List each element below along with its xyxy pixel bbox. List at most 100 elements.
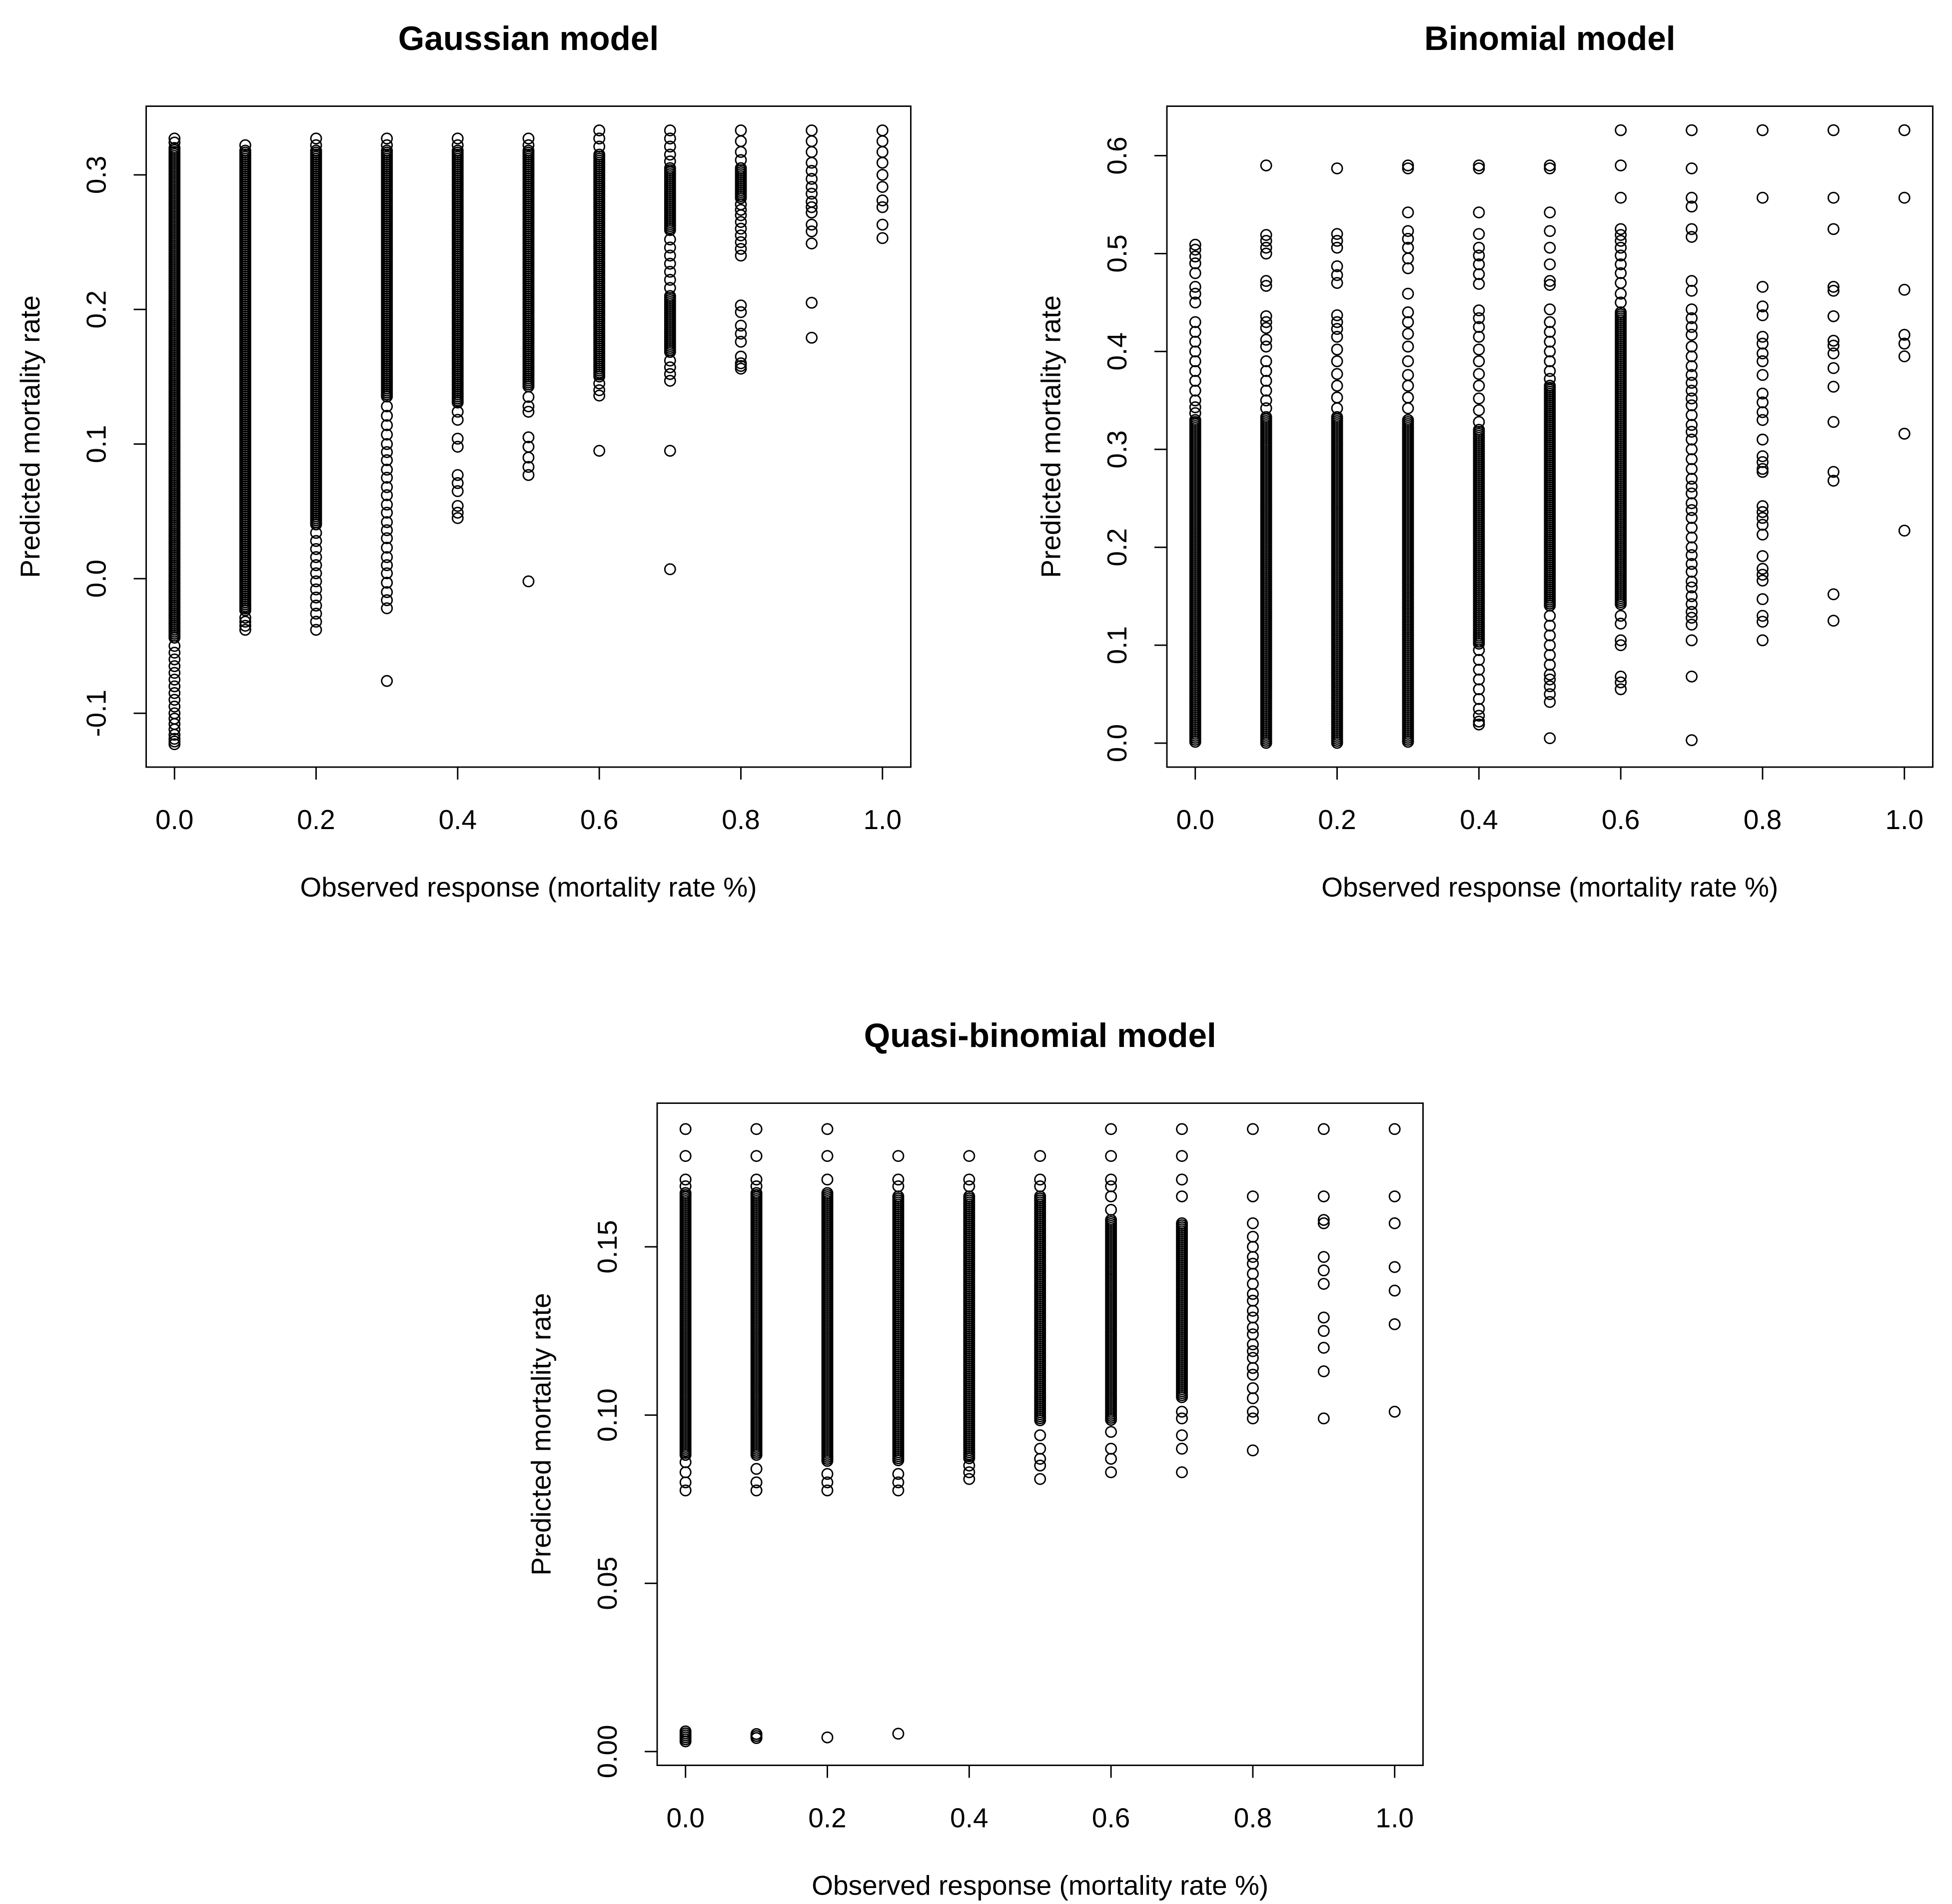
data-point [806,225,818,237]
data-point [1544,316,1556,328]
data-point [1189,326,1201,338]
data-point [1189,335,1201,348]
data-point [1473,715,1485,728]
data-point [1615,277,1627,289]
data-point [451,500,464,512]
data-point [310,616,322,628]
data-point [1176,1443,1188,1455]
data-point [1331,277,1343,289]
data-point [1757,500,1769,512]
data-point [1544,696,1556,708]
data-point [451,469,464,481]
data-point [1686,443,1698,456]
data-point [1331,355,1343,367]
data-point [1757,569,1769,581]
data-point [1686,312,1698,324]
data-point [963,1173,976,1186]
data-point [1686,566,1698,578]
data-point [1757,124,1769,136]
data-point [735,146,747,158]
data-points [168,124,889,751]
data-point [664,148,676,161]
data-point [239,604,251,617]
data-points [1189,124,1911,749]
data-point [806,187,818,200]
data-point [1331,309,1343,321]
data-point [310,567,322,580]
data-point [1544,659,1556,671]
data-point [664,224,676,236]
data-point [1317,1123,1330,1135]
data-point [168,653,181,666]
y-tick-label: 0.1 [1101,626,1132,664]
data-point [381,481,393,493]
data-point [451,512,464,524]
data-point [679,1735,692,1748]
data-point [168,640,181,652]
data-point [735,335,747,348]
data-point [239,624,251,636]
data-point [1331,162,1343,174]
x-axis: 0.0 0.2 0.4 0.6 0.8 1.0 [1176,767,1924,835]
data-point [664,282,676,294]
data-point [1247,1278,1259,1290]
data-point [381,586,393,598]
data-point [1898,524,1911,537]
data-point [522,469,535,481]
data-point [1331,343,1343,356]
data-point [679,1449,692,1461]
data-point [1473,228,1485,240]
data-point [1898,191,1911,204]
data-point [1189,375,1201,387]
data-point [310,139,322,151]
y-tick-label: 0.2 [1101,528,1132,566]
data-point [1757,330,1769,343]
data-point [735,222,747,235]
data-point [1331,330,1343,343]
y-tick-label: 0.05 [592,1557,623,1610]
data-point [876,168,889,181]
data-point [1317,1342,1330,1354]
data-point [1247,1405,1259,1418]
data-point [806,296,818,309]
data-point [821,1173,834,1186]
data-point [1402,162,1414,174]
data-point [1544,355,1556,367]
data-point [735,192,747,204]
data-point [381,400,393,413]
data-point [1260,340,1272,353]
data-point [1473,664,1485,676]
x-tick-label: 0.6 [1602,804,1640,835]
data-point [1260,310,1272,322]
data-point [168,660,181,672]
data-point [522,575,535,588]
data-point [1544,639,1556,652]
data-point [1544,673,1556,686]
data-point [1544,335,1556,348]
data-point [1176,1173,1188,1186]
data-point [593,377,606,390]
data-point [1544,225,1556,237]
data-point [1189,257,1201,269]
data-point [1317,1264,1330,1277]
data-point [1247,1230,1259,1243]
data-point [1331,241,1343,254]
data-point [1189,355,1201,367]
data-point [1544,279,1556,291]
data-point [1189,736,1201,748]
data-point [1686,200,1698,213]
data-point [1247,1345,1259,1357]
data-point [1686,124,1698,136]
data-point [806,146,818,158]
data-point [168,700,181,713]
data-point [1331,316,1343,328]
data-point [1757,450,1769,462]
data-point [1827,362,1840,374]
data-point [1247,1382,1259,1394]
data-point [664,265,676,278]
data-point [1402,287,1414,300]
y-tick-label: 0.1 [81,425,112,463]
data-point [381,498,393,511]
data-point [381,489,393,501]
